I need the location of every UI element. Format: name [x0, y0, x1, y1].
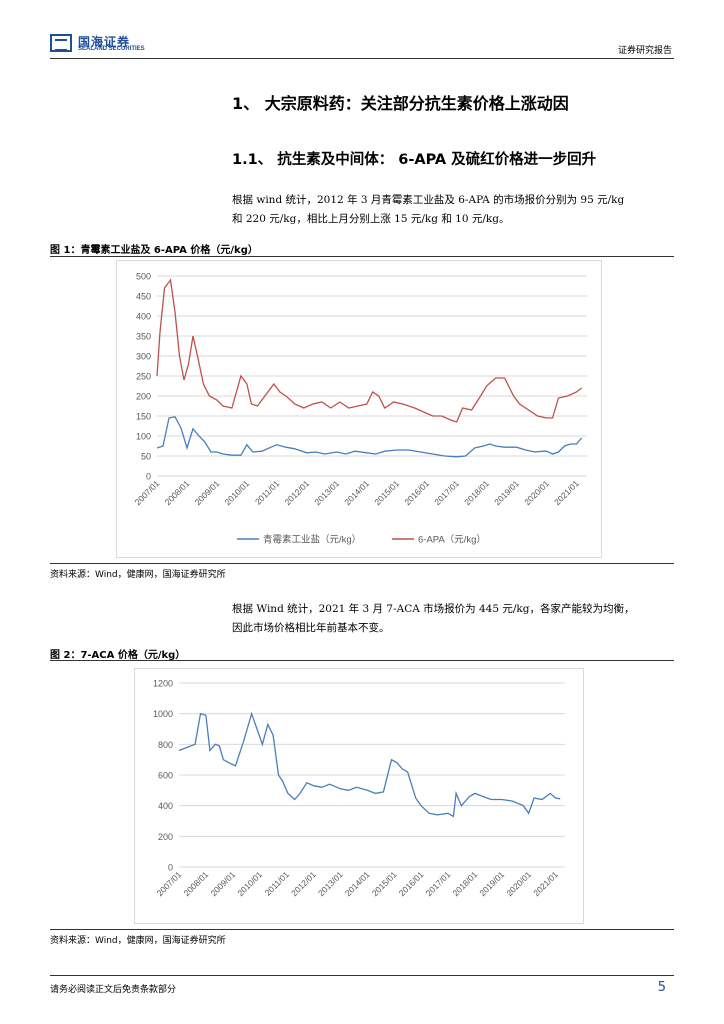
paragraph-2-line-1: 根据 Wind 统计，2021 年 3 月 7-ACA 市场报价为 445 元/… [232, 603, 635, 615]
y-tick-label: 350 [136, 332, 151, 342]
paragraph-1-line-2: 和 220 元/kg，相比上月分别上涨 15 元/kg 和 10 元/kg。 [232, 213, 510, 225]
logo-text: 国海证券 [78, 35, 131, 49]
x-tick-label: 2020/01 [504, 869, 533, 898]
x-tick-label: 2008/01 [182, 869, 211, 898]
paragraph-2-line-2: 因此市场价格相比年前基本不变。 [232, 622, 390, 634]
paragraph-1-line-1: 根据 wind 统计，2012 年 3 月青霉素工业盐及 6-APA 的市场报价… [232, 194, 625, 206]
x-tick-label: 2016/01 [402, 478, 431, 507]
header-divider [50, 58, 674, 59]
y-tick-label: 0 [146, 472, 151, 482]
figure-1-chart-frame: 0 50 100 150 200 250 300 350 400 450 500 2007/01 200… [116, 260, 602, 558]
series-line-2 [156, 278, 583, 423]
x-tick-label: 2011/01 [263, 869, 292, 898]
x-tick-label: 2010/01 [235, 869, 264, 898]
figure-1-bottom-rule [50, 563, 674, 564]
figure-2-source: 资料来源：Wind，健康网，国海证券研究所 [50, 936, 226, 946]
x-tick-label: 2015/01 [372, 478, 401, 507]
y-tick-label: 600 [158, 771, 173, 781]
x-tick-label: 2009/01 [208, 869, 237, 898]
figure-1-title: 图 1：青霉素工业盐及 6-APA 价格（元/kg） [50, 245, 258, 256]
x-tick-label: 2010/01 [223, 478, 252, 507]
y-tick-label: 150 [136, 412, 151, 422]
report-type: 证券研究报告 [617, 46, 672, 56]
y-tick-label: 100 [136, 432, 151, 442]
x-tick-label: 2014/01 [342, 478, 371, 507]
figure-1-top-rule [50, 256, 674, 257]
y-tick-label: 0 [168, 863, 173, 873]
x-tick-label: 2019/01 [492, 478, 521, 507]
x-tick-label: 2013/01 [316, 869, 345, 898]
logo-subtext: SEALAND SECURITIES [78, 46, 145, 52]
y-tick-label: 500 [136, 272, 151, 282]
page-number: 5 [657, 980, 666, 995]
y-tick-label: 200 [136, 392, 151, 402]
x-tick-label: 2017/01 [424, 869, 453, 898]
x-tick-label: 2021/01 [552, 478, 581, 507]
y-tick-label: 400 [158, 801, 173, 811]
x-tick-label: 2019/01 [477, 869, 506, 898]
x-tick-label: 2012/01 [282, 478, 311, 507]
figure-1-source: 资料来源：Wind，健康网，国海证券研究所 [50, 570, 226, 580]
x-tick-label: 2007/01 [155, 869, 184, 898]
figure-2-bottom-rule [50, 929, 674, 930]
paragraph-1: 根据 wind 统计，2012 年 3 月青霉素工业盐及 6-APA 的市场报价… [232, 191, 672, 229]
x-tick-label: 2021/01 [531, 869, 560, 898]
y-tick-label: 1000 [153, 709, 173, 719]
y-tick-label: 400 [136, 312, 151, 322]
x-tick-label: 2016/01 [397, 869, 426, 898]
figure-2-chart-frame: 0 200 400 600 800 1000 1200 2007/01 2008/01 2009/… [134, 668, 584, 924]
series-line-1 [156, 416, 583, 458]
x-tick-label: 2014/01 [343, 869, 372, 898]
x-tick-label: 2017/01 [432, 478, 461, 507]
y-tick-label: 300 [136, 352, 151, 362]
y-tick-label: 450 [136, 292, 151, 302]
figure-2-title: 图 2：7-ACA 价格（元/kg） [50, 650, 186, 661]
x-tick-label: 2007/01 [133, 478, 162, 507]
x-tick-label: 2011/01 [253, 478, 282, 507]
x-tick-label: 2018/01 [462, 478, 491, 507]
y-tick-label: 1200 [153, 679, 173, 689]
y-tick-label: 250 [136, 372, 151, 382]
footer-disclaimer: 请务必阅读正文后免责条款部分 [50, 985, 177, 995]
y-tick-label: 800 [158, 740, 173, 750]
paragraph-2: 根据 Wind 统计，2021 年 3 月 7-ACA 市场报价为 445 元/… [232, 600, 672, 638]
series-line-1 [178, 711, 561, 818]
x-tick-label: 2008/01 [163, 478, 192, 507]
legend-label-1: 青霉素工业盐（元/kg） [263, 534, 361, 546]
x-tick-label: 2015/01 [370, 869, 399, 898]
x-tick-label: 2013/01 [312, 478, 341, 507]
figure-2-chart: 0 200 400 600 800 1000 1200 2007/012008/012009/… [153, 679, 565, 898]
legend-label-2: 6-APA（元/kg） [418, 534, 486, 546]
figure-2-top-rule [50, 660, 674, 661]
y-tick-label: 50 [141, 452, 151, 462]
footer-divider [50, 975, 674, 976]
x-tick-label: 2018/01 [450, 869, 479, 898]
x-tick-label: 2020/01 [522, 478, 551, 507]
x-tick-label: 2009/01 [193, 478, 222, 507]
logo-icon [50, 34, 72, 52]
section-heading: 1、 大宗原料药：关注部分抗生素价格上涨动因 [232, 94, 569, 113]
y-tick-label: 200 [158, 832, 173, 842]
x-tick-label: 2012/01 [289, 869, 318, 898]
subsection-heading: 1.1、 抗生素及中间体： 6-APA 及硫红价格进一步回升 [232, 152, 597, 168]
